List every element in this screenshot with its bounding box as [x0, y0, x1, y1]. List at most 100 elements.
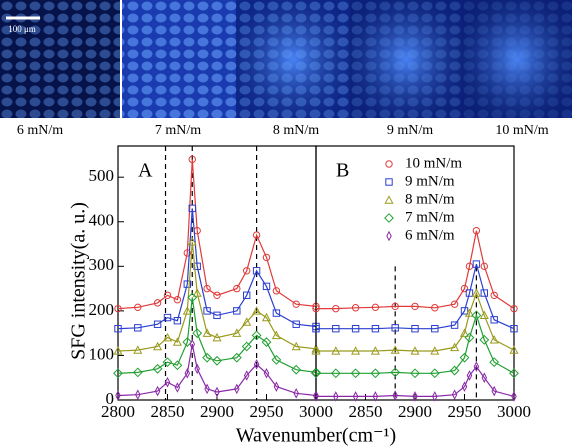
marker	[431, 325, 439, 333]
marker	[251, 330, 262, 341]
marker	[241, 341, 252, 352]
marker	[214, 386, 220, 398]
marker	[271, 330, 281, 340]
marker	[172, 360, 183, 371]
marker	[202, 352, 213, 363]
marker	[430, 346, 440, 355]
marker	[243, 267, 251, 275]
marker	[460, 307, 469, 315]
marker	[352, 391, 359, 402]
marker	[372, 391, 379, 402]
plot-frame	[117, 145, 317, 401]
marker	[203, 307, 211, 315]
marker	[490, 316, 498, 324]
x-tick-label: 2950	[250, 402, 284, 421]
marker	[184, 367, 191, 379]
x-tick-label: 2800	[101, 402, 135, 421]
marker	[461, 381, 468, 392]
x-tick-label: 2900	[200, 402, 234, 421]
marker	[390, 345, 400, 354]
marker	[187, 292, 198, 303]
marker	[392, 390, 398, 401]
marker	[471, 288, 481, 297]
micrographs: 100 μm	[0, 0, 572, 118]
marker	[391, 324, 399, 332]
legend-label: 10 mN/m	[405, 155, 462, 171]
legend-marker	[384, 213, 394, 223]
marker	[261, 337, 272, 347]
marker	[450, 342, 460, 352]
marker	[187, 237, 197, 246]
marker	[509, 345, 519, 354]
marker	[173, 296, 182, 304]
marker	[371, 325, 380, 333]
marker	[411, 325, 419, 333]
marker	[252, 231, 261, 239]
marker	[154, 385, 161, 397]
marker	[471, 310, 482, 321]
marker	[449, 365, 460, 376]
marker	[253, 359, 260, 370]
marker	[370, 368, 381, 379]
marker	[459, 352, 470, 363]
y-tick-label: 200	[89, 300, 115, 319]
y-axis-label: SFG intensity(a. u.)	[68, 202, 90, 360]
marker	[193, 262, 201, 271]
marker	[213, 291, 221, 299]
marker	[510, 304, 518, 313]
marker	[183, 249, 192, 257]
series-line	[117, 297, 317, 374]
marker	[152, 363, 163, 374]
marker	[351, 325, 360, 333]
marker	[173, 316, 182, 325]
marker	[464, 308, 474, 317]
marker	[291, 341, 301, 351]
series-line	[117, 344, 317, 397]
image-label: 8 mN/m	[273, 123, 319, 138]
marker	[183, 280, 192, 288]
marker	[194, 363, 200, 375]
marker	[132, 367, 143, 378]
marker	[432, 391, 438, 402]
marker	[189, 339, 196, 350]
marker	[203, 284, 211, 293]
marker	[188, 155, 196, 164]
marker	[431, 304, 439, 312]
marker	[450, 321, 459, 329]
marker	[330, 368, 341, 379]
marker	[234, 383, 240, 395]
marker	[172, 337, 182, 346]
marker	[135, 389, 141, 400]
marker	[115, 390, 121, 401]
legend-label: 9 mN/m	[405, 173, 455, 189]
marker	[273, 381, 280, 392]
marker	[460, 284, 469, 293]
marker	[450, 300, 459, 308]
marker	[233, 284, 241, 293]
marker	[480, 262, 488, 271]
y-tick-label: 0	[106, 389, 115, 408]
marker	[410, 346, 420, 355]
marker	[390, 367, 401, 378]
marker	[164, 376, 171, 388]
marker	[350, 368, 361, 379]
marker	[479, 334, 490, 345]
marker	[262, 253, 271, 262]
marker	[333, 391, 339, 402]
marker	[312, 325, 320, 333]
panel-label: B	[336, 160, 349, 182]
x-tick-label: 3000	[497, 402, 531, 421]
marker	[313, 391, 319, 402]
marker	[292, 320, 300, 328]
marker	[263, 367, 270, 379]
image-label: 7 mN/m	[155, 123, 201, 138]
marker	[252, 267, 261, 275]
marker	[242, 317, 252, 326]
marker	[473, 361, 480, 372]
x-axis-label: Wavenumber(cm⁻¹)	[236, 425, 396, 447]
legend-marker	[386, 230, 392, 242]
y-tick-label: 500	[89, 166, 115, 185]
marker	[252, 306, 262, 315]
marker	[114, 304, 122, 313]
